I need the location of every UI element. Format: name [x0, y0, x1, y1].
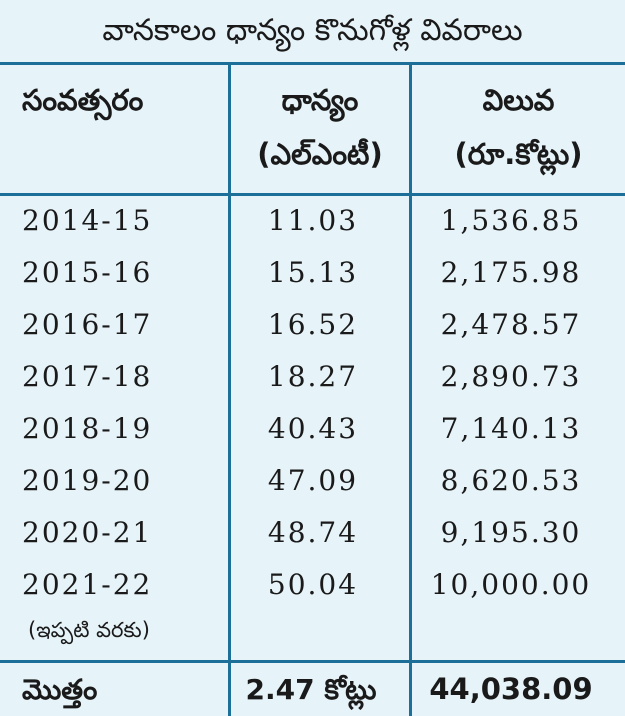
header-grain-unit: (ఎల్ఎంటీ)	[257, 137, 383, 171]
cell-value: 2,175.98	[440, 256, 582, 289]
cell-value: 2,478.57	[440, 308, 582, 341]
cell-value: 9,195.30	[440, 516, 582, 549]
total-value: 44,038.09	[429, 672, 593, 706]
cell-value: 1,536.85	[440, 204, 582, 237]
total-rule	[0, 660, 625, 663]
cell-value: 10,000.00	[430, 568, 592, 601]
header-value-unit: (రూ.కోట్లు)	[454, 137, 583, 171]
cell-year: 2016-17	[22, 308, 153, 341]
cell-grain: 15.13	[267, 256, 359, 289]
cell-year: 2020-21	[22, 516, 153, 549]
table-row: 2014-15 11.03 1,536.85	[0, 195, 625, 247]
table-header: సంవత్సరం ధాన్యం (ఎల్ఎంటీ) విలువ (రూ.కోట్…	[0, 65, 625, 193]
total-grain: 2.47 కోట్లు	[245, 673, 377, 706]
cell-grain: 48.74	[267, 516, 359, 549]
table-row: 2016-17 16.52 2,478.57	[0, 299, 625, 351]
cell-value: 2,890.73	[440, 360, 582, 393]
table-row: 2020-21 48.74 9,195.30	[0, 507, 625, 559]
cell-grain: 50.04	[267, 568, 359, 601]
table-row: 2021-22 50.04 10,000.00	[0, 559, 625, 611]
header-value: విలువ (రూ.కోట్లు)	[412, 65, 625, 193]
cell-grain: 18.27	[267, 360, 359, 393]
cell-grain: 16.52	[267, 308, 359, 341]
total-label: మొత్తం	[22, 673, 98, 706]
header-grain-label: ధాన్యం	[281, 83, 359, 117]
cell-value: 8,620.53	[440, 464, 582, 497]
cell-grain: 40.43	[267, 412, 359, 445]
total-row: మొత్తం 2.47 కోట్లు 44,038.09	[0, 663, 625, 716]
cell-year: 2019-20	[22, 464, 153, 497]
table-row: 2015-16 15.13 2,175.98	[0, 247, 625, 299]
header-year: సంవత్సరం	[0, 65, 228, 193]
cell-year: 2021-22	[22, 568, 153, 601]
column-divider	[228, 65, 231, 716]
title-rule	[0, 62, 625, 65]
cell-grain: 47.09	[267, 464, 359, 497]
header-value-label: విలువ	[482, 83, 555, 117]
cell-value: 7,140.13	[440, 412, 582, 445]
row-note: (ఇప్పటి వరకు)	[28, 618, 150, 642]
column-divider	[409, 65, 412, 716]
header-grain: ధాన్యం (ఎల్ఎంటీ)	[231, 65, 409, 193]
cell-year: 2018-19	[22, 412, 153, 445]
header-rule	[0, 193, 625, 196]
header-year-label: సంవత్సరం	[22, 83, 144, 117]
cell-year: 2017-18	[22, 360, 153, 393]
cell-grain: 11.03	[267, 204, 359, 237]
table-row: 2017-18 18.27 2,890.73	[0, 351, 625, 403]
cell-year: 2015-16	[22, 256, 153, 289]
table-title: వానకాలం ధాన్యం కొనుగోళ్ల వివరాలు	[102, 13, 523, 48]
table-row: 2019-20 47.09 8,620.53	[0, 455, 625, 507]
cell-year: 2014-15	[22, 204, 153, 237]
table-row: 2018-19 40.43 7,140.13	[0, 403, 625, 455]
